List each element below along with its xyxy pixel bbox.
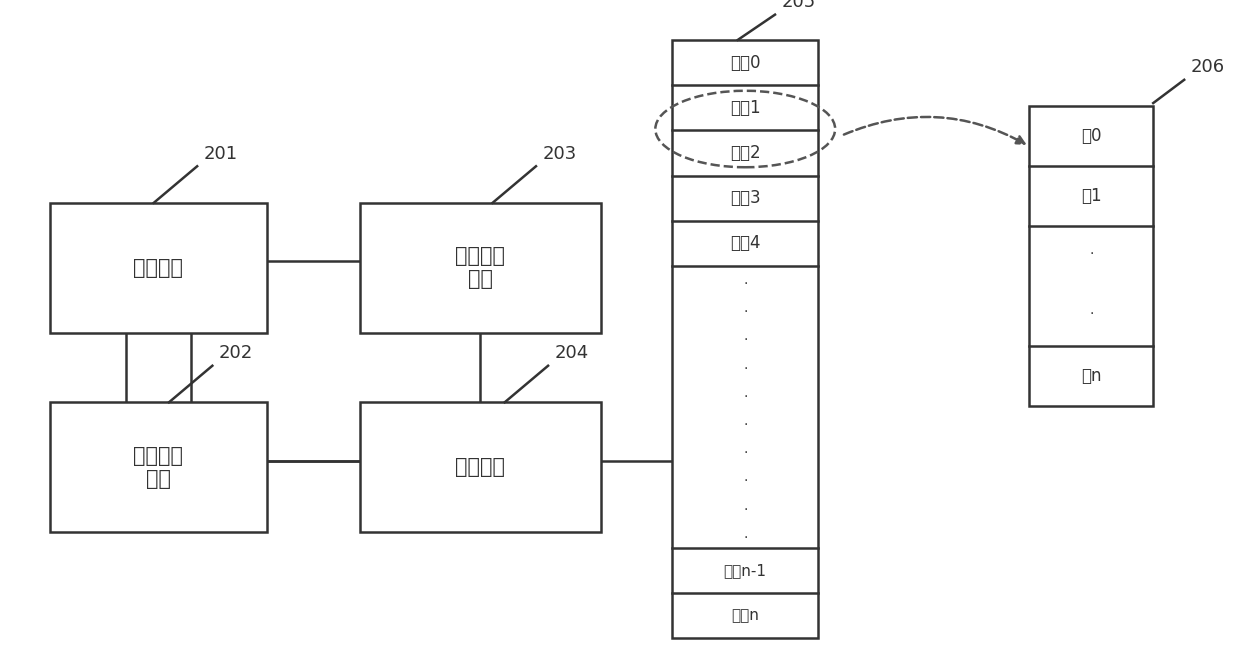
Text: .: .: [743, 273, 748, 287]
Bar: [360, 402, 601, 532]
Text: 区域n: 区域n: [732, 608, 759, 623]
Bar: [360, 203, 601, 332]
Text: 区域3: 区域3: [730, 189, 760, 207]
Text: 存储管理
模块: 存储管理 模块: [455, 246, 506, 289]
Text: 204: 204: [554, 344, 589, 362]
Text: 页n: 页n: [1081, 366, 1101, 385]
Bar: [672, 40, 818, 638]
FancyArrowPatch shape: [844, 117, 1024, 144]
Text: .: .: [743, 442, 748, 456]
Text: .: .: [743, 414, 748, 428]
Text: .: .: [743, 470, 748, 485]
Text: .: .: [743, 499, 748, 513]
Text: 206: 206: [1190, 59, 1225, 76]
Text: 区域n-1: 区域n-1: [724, 563, 766, 578]
Text: 页0: 页0: [1081, 127, 1101, 146]
Text: 205: 205: [781, 0, 816, 11]
Text: 缓存管理
模块: 缓存管理 模块: [133, 446, 184, 489]
Bar: [50, 203, 267, 332]
Text: 202: 202: [218, 344, 253, 362]
Text: .: .: [1089, 303, 1094, 317]
Text: .: .: [743, 527, 748, 541]
Text: 闪存接口: 闪存接口: [455, 457, 506, 477]
Text: 区域0: 区域0: [730, 53, 760, 72]
Text: 区域2: 区域2: [730, 144, 760, 162]
Text: 203: 203: [542, 145, 577, 163]
Bar: [1029, 106, 1153, 406]
Text: 区域1: 区域1: [730, 98, 760, 117]
Text: 页1: 页1: [1081, 187, 1101, 205]
Text: .: .: [743, 329, 748, 344]
Text: 微处理器: 微处理器: [133, 257, 184, 278]
Text: .: .: [1089, 243, 1094, 257]
Text: .: .: [743, 358, 748, 372]
Text: .: .: [743, 301, 748, 315]
Bar: [50, 402, 267, 532]
Text: .: .: [743, 386, 748, 400]
Text: 区域4: 区域4: [730, 234, 760, 253]
Text: 201: 201: [203, 145, 238, 163]
